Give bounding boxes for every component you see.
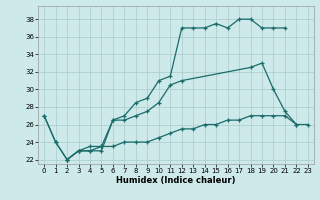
X-axis label: Humidex (Indice chaleur): Humidex (Indice chaleur) bbox=[116, 176, 236, 185]
